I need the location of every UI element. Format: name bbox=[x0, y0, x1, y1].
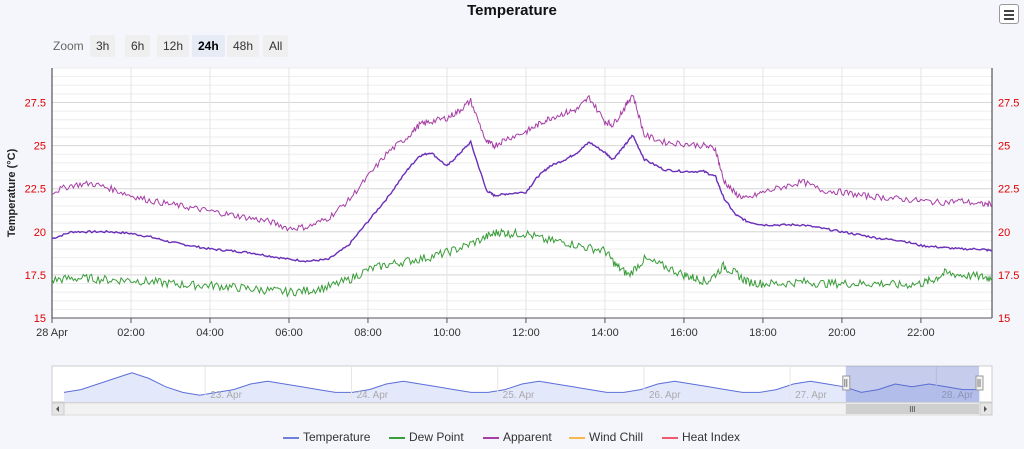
legend-label: Dew Point bbox=[409, 430, 464, 444]
navigator-date-label: 27. Apr bbox=[795, 390, 827, 401]
zoom-6h-button[interactable]: 6h bbox=[125, 35, 151, 57]
zoom-12h-button[interactable]: 12h bbox=[157, 35, 190, 57]
x-tick-label: 08:00 bbox=[354, 327, 382, 339]
y-tick-label-left: 15 bbox=[34, 313, 46, 325]
navigator-date-label: 28. Apr bbox=[941, 390, 973, 401]
y-tick-label-right: 27.5 bbox=[998, 97, 1019, 109]
series-line-dew-point bbox=[51, 227, 993, 298]
scroll-left-arrow-icon bbox=[56, 406, 59, 412]
y-tick-label-left: 27.5 bbox=[25, 97, 46, 109]
legend-label: Temperature bbox=[303, 430, 371, 444]
x-tick-label: 04:00 bbox=[196, 327, 224, 339]
navigator-area-fill bbox=[64, 372, 980, 402]
zoom-48h-button[interactable]: 48h bbox=[227, 35, 260, 57]
x-tick-label: 16:00 bbox=[670, 327, 698, 339]
series-line-apparent bbox=[51, 94, 993, 232]
x-tick-label: 02:00 bbox=[117, 327, 145, 339]
y-axis-title: Temperature (°C) bbox=[6, 148, 18, 237]
x-tick-label: 06:00 bbox=[275, 327, 303, 339]
navigator-date-label: 24. Apr bbox=[356, 390, 388, 401]
legend-item-dew-point[interactable]: Dew Point bbox=[389, 430, 464, 444]
y-tick-label-right: 20 bbox=[998, 227, 1010, 239]
legend-item-temperature[interactable]: Temperature bbox=[283, 430, 370, 444]
navigator-series-line bbox=[63, 372, 980, 396]
x-tick-label: 14:00 bbox=[591, 327, 619, 339]
navigator-date-label: 23. Apr bbox=[210, 390, 242, 401]
zoom-3h-button[interactable]: 3h bbox=[90, 35, 116, 57]
y-tick-label-right: 17.5 bbox=[998, 270, 1019, 282]
x-tick-label: 20:00 bbox=[828, 327, 856, 339]
y-tick-label-right: 25 bbox=[998, 141, 1010, 153]
legend-item-heat-index[interactable]: Heat Index bbox=[662, 430, 740, 444]
x-tick-label: 18:00 bbox=[749, 327, 777, 339]
zoom-all-button[interactable]: All bbox=[263, 35, 289, 57]
y-tick-label-right: 22.5 bbox=[998, 184, 1019, 196]
x-tick-label: 12:00 bbox=[512, 327, 540, 339]
navigator-selected-range[interactable] bbox=[845, 366, 979, 402]
x-tick-label: 10:00 bbox=[433, 327, 461, 339]
zoom-24h-button[interactable]: 24h bbox=[192, 35, 225, 57]
hamburger-menu-icon[interactable] bbox=[999, 4, 1019, 24]
navigator-date-label: 26. Apr bbox=[649, 390, 681, 401]
legend-label: Apparent bbox=[503, 430, 552, 444]
y-tick-label-left: 22.5 bbox=[25, 184, 46, 196]
x-tick-label: 28 Apr bbox=[36, 327, 68, 339]
y-tick-label-left: 17.5 bbox=[25, 270, 46, 282]
legend-item-apparent[interactable]: Apparent bbox=[483, 430, 552, 444]
y-tick-label-left: 20 bbox=[34, 227, 46, 239]
legend-item-wind-chill[interactable]: Wind Chill bbox=[569, 430, 643, 444]
y-tick-label-right: 15 bbox=[998, 313, 1010, 325]
legend-label: Heat Index bbox=[682, 430, 741, 444]
chart-title: Temperature bbox=[467, 2, 557, 19]
navigator-date-label: 25. Apr bbox=[503, 390, 535, 401]
series-line-temperature bbox=[51, 134, 992, 263]
scroll-right-arrow-icon bbox=[984, 406, 987, 412]
y-tick-label-left: 25 bbox=[34, 141, 46, 153]
x-tick-label: 22:00 bbox=[907, 327, 935, 339]
zoom-label: Zoom bbox=[53, 39, 84, 53]
legend-label: Wind Chill bbox=[589, 430, 644, 444]
